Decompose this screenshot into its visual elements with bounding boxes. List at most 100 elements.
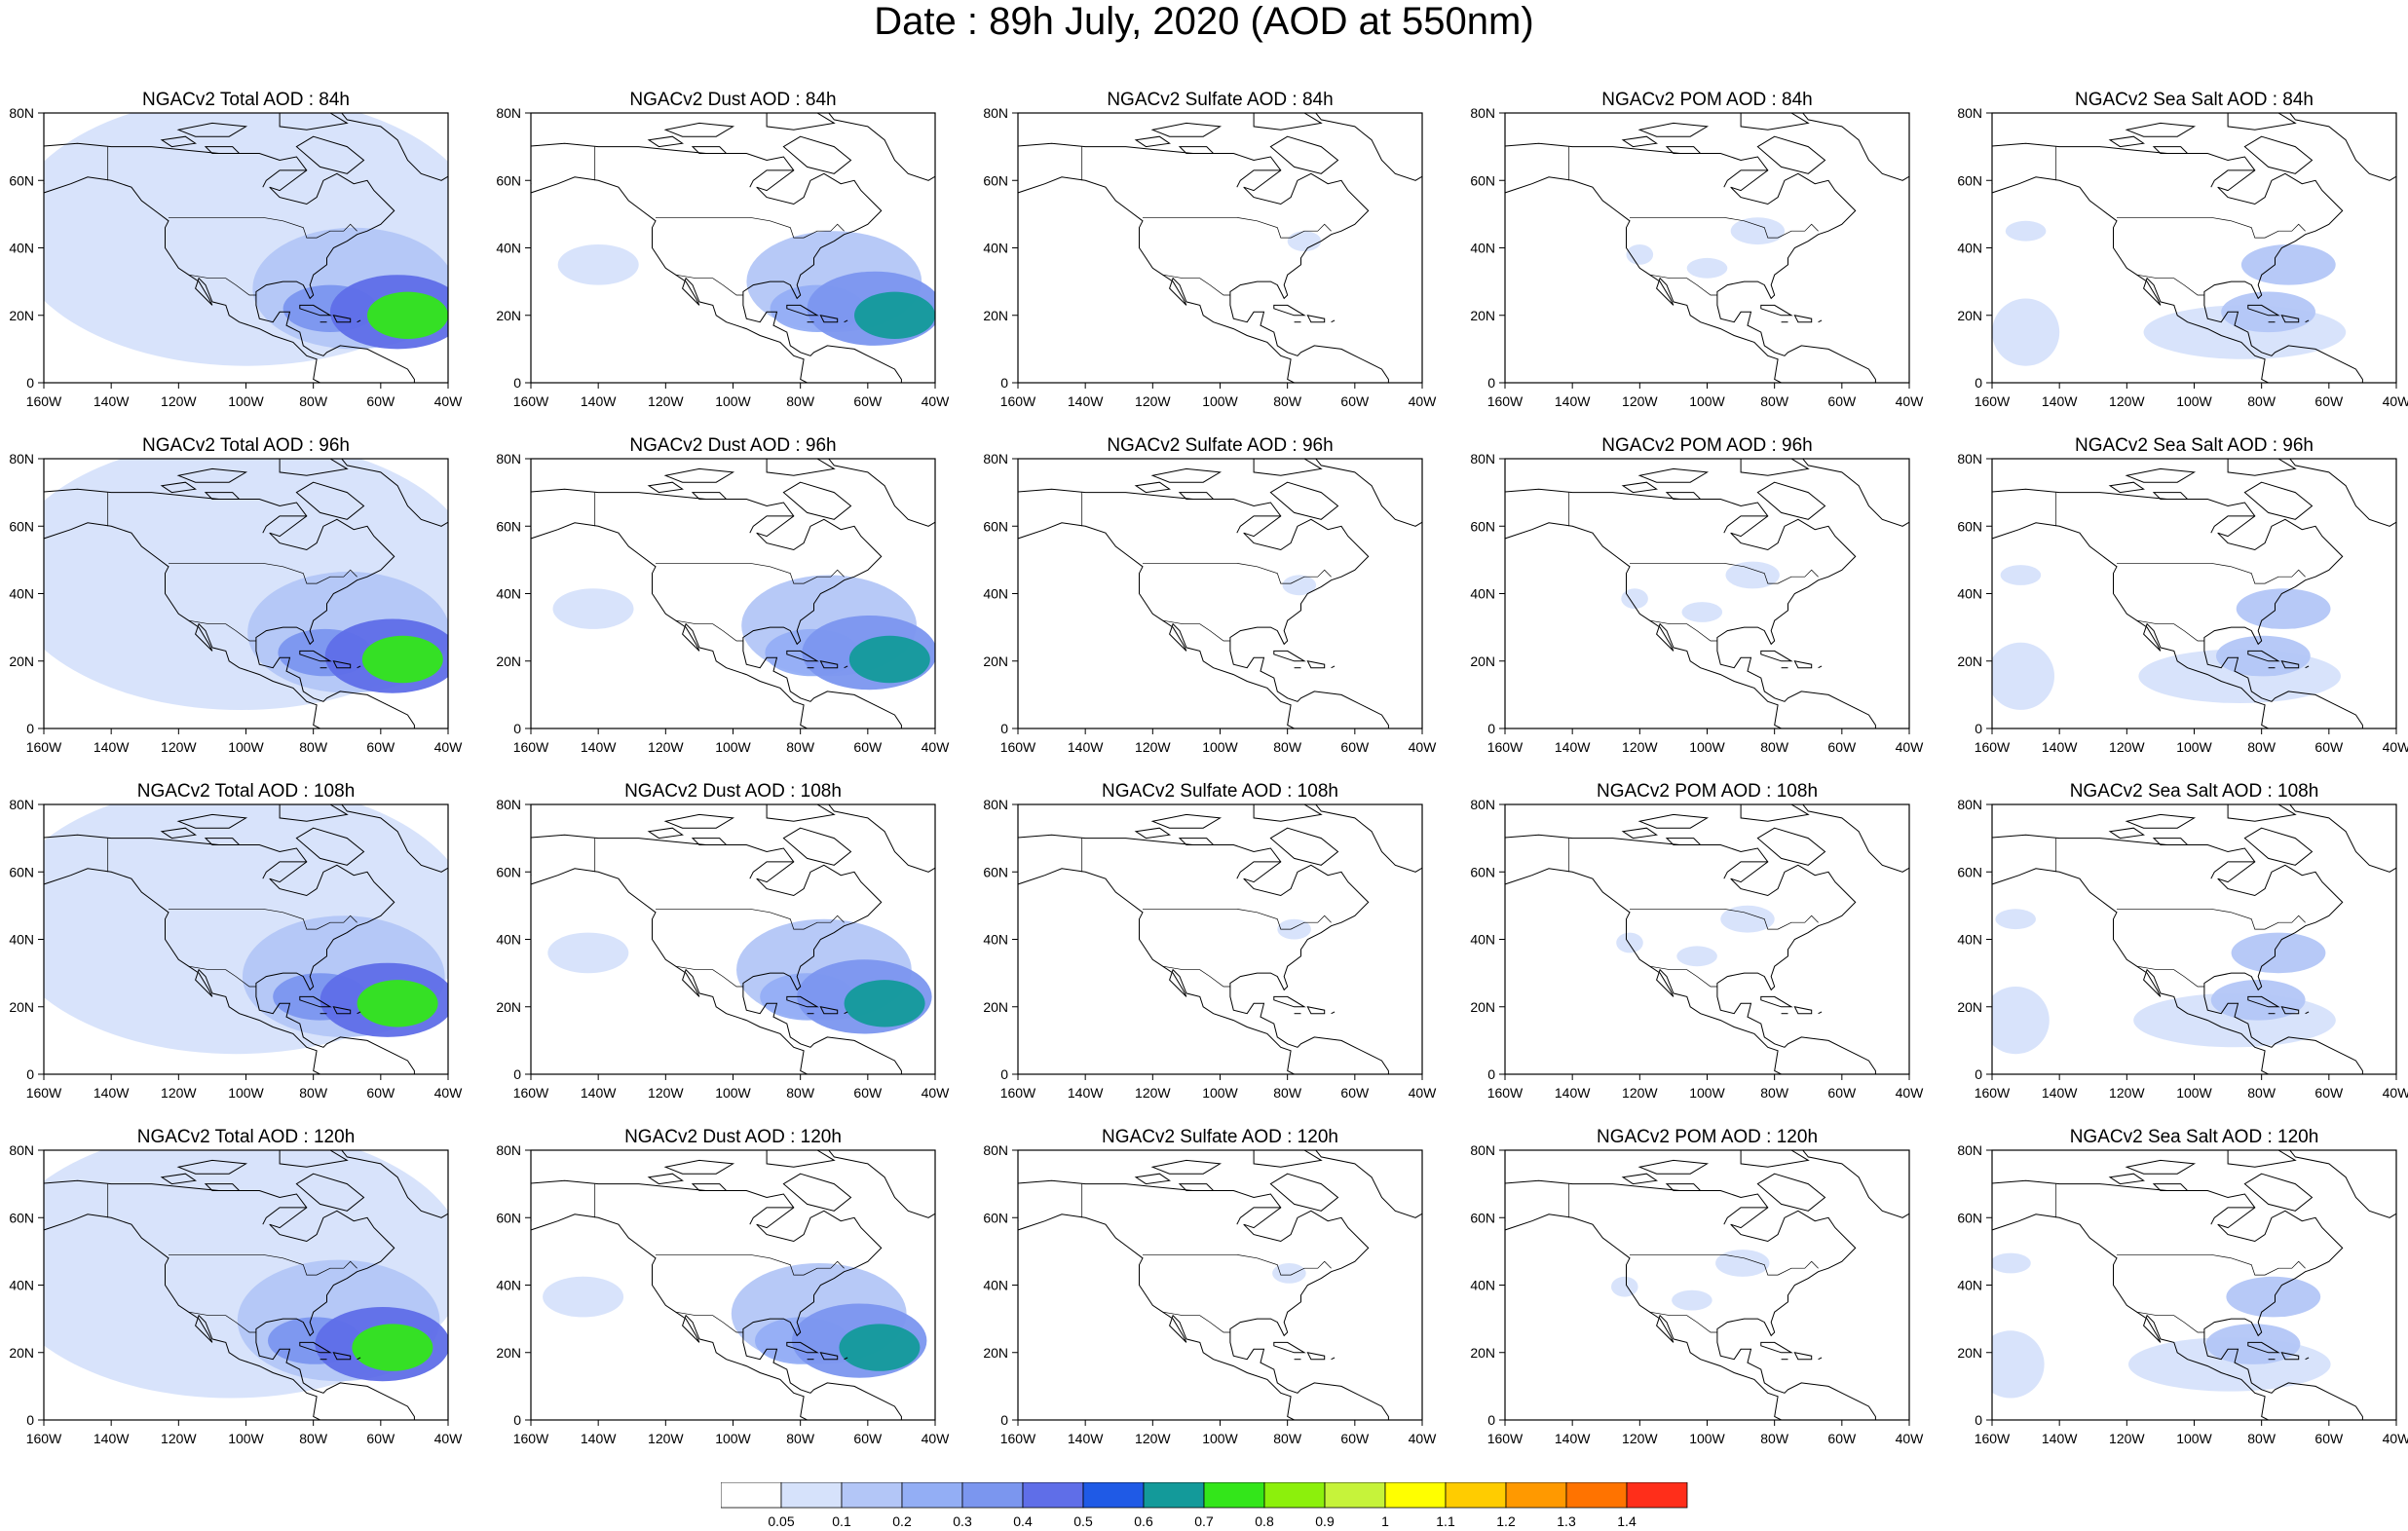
y-tick-label: 20N [9,999,34,1015]
aod-map: 160W 140W 120W 100W 80W 60W 40W 80N 60N 40N 20N 0 [1957,1142,2408,1446]
y-tick-label: 40N [983,241,1008,256]
x-tick-label: 160W [513,393,549,409]
x-tick-label: 120W [1135,1431,1171,1446]
panel-title: NGACv2 Sulfate AOD : 108h [1102,781,1338,802]
colorbar-label: 0.1 [832,1513,851,1529]
y-tick-label: 20N [9,308,34,323]
x-tick-label: 140W [581,1085,617,1101]
y-tick-label: 0 [1975,1412,1982,1428]
colorbar-swatch [1384,1482,1447,1509]
aod-plume [1992,642,2054,710]
x-tick-label: 40W [1409,1085,1438,1101]
x-tick-label: 80W [299,1431,328,1446]
x-tick-label: 40W [922,1085,951,1101]
x-tick-label: 140W [2042,1085,2078,1101]
coastline [531,1150,935,1420]
panel-title: NGACv2 POM AOD : 84h [1601,90,1813,110]
aod-plume [2210,980,2306,1021]
y-tick-label: 60N [1470,1210,1495,1225]
colorbar-swatch [1203,1482,1265,1509]
colorbar-label: 0.6 [1134,1513,1153,1529]
x-tick-label: 100W [715,1085,751,1101]
aod-plume [357,980,438,1027]
y-tick-label: 60N [983,172,1008,188]
aod-plume [547,932,629,974]
x-tick-label: 60W [366,1085,395,1101]
x-tick-label: 140W [1068,393,1104,409]
aod-plume [2236,588,2331,629]
x-tick-label: 100W [228,739,264,755]
aod-plume [1720,905,1775,933]
y-tick-label: 0 [1000,1412,1008,1428]
colorbar-label: 0.05 [768,1513,794,1529]
colorbar-swatch [721,1482,782,1509]
map-panel-sulfate-4: NGACv2 Sulfate AOD : 120h 160W 140W 120W 100… [974,1127,1461,1463]
aod-plume [1992,987,2050,1055]
y-tick-label: 60N [1957,172,1982,188]
x-tick-label: 80W [299,739,328,755]
y-tick-label: 60N [1957,864,1982,879]
aod-map: 160W 140W 120W 100W 80W 60W 40W 80N 60N 40N 20N 0 [1470,1142,1924,1446]
x-tick-label: 40W [1896,393,1925,409]
y-tick-label: 0 [513,1412,521,1428]
colorbar-swatch [780,1482,843,1509]
y-tick-label: 60N [9,864,34,879]
x-tick-label: 140W [1068,739,1104,755]
aod-plume [1681,602,1723,622]
y-tick-label: 0 [1975,375,1982,391]
y-tick-label: 20N [983,308,1008,323]
x-tick-label: 120W [1622,1431,1658,1446]
y-tick-label: 0 [513,1066,521,1082]
coastline [531,113,935,383]
panel-title: NGACv2 POM AOD : 108h [1596,781,1819,802]
x-tick-label: 80W [1273,739,1302,755]
map-panel-seasalt-1: NGACv2 Sea Salt AOD : 84h 160W 140W 120W 100… [1948,90,2408,426]
y-tick-label: 0 [513,721,521,736]
x-tick-label: 60W [2314,393,2344,409]
map-panel-dust-1: NGACv2 Dust AOD : 84h 160W 140W 120W 100W 80W… [487,90,974,426]
x-tick-label: 40W [1409,393,1438,409]
x-tick-label: 120W [161,739,197,755]
x-tick-label: 140W [2042,739,2078,755]
aod-map: 160W 140W 120W 100W 80W 60W 40W 80N 60N 40N 20N 0 [983,105,1438,409]
x-tick-label: 160W [1975,1085,2011,1101]
x-tick-label: 60W [2314,1431,2344,1446]
aod-map: 160W 140W 120W 100W 80W 60W 40W 80N 60N 40N 20N 0 [983,1142,1437,1446]
x-tick-label: 40W [434,1431,464,1446]
x-tick-label: 80W [299,1085,328,1101]
map-panel-dust-4: NGACv2 Dust AOD : 120h 160W 140W 120W 100W 80… [487,1127,974,1463]
y-tick-label: 20N [983,653,1008,669]
y-tick-label: 0 [26,1412,34,1428]
x-tick-label: 120W [2109,739,2145,755]
x-tick-label: 160W [1487,1085,1524,1101]
colorbar-label: 1.1 [1436,1513,1455,1529]
coastline [531,459,935,728]
colorbar-label: 1.2 [1496,1513,1516,1529]
y-tick-label: 0 [26,1066,34,1082]
x-tick-label: 40W [922,393,951,409]
aod-plume [1992,1252,2031,1274]
x-tick-label: 140W [1555,393,1591,409]
y-tick-label: 40N [1957,932,1982,948]
x-tick-label: 40W [434,393,464,409]
y-tick-label: 20N [1470,653,1495,669]
y-tick-label: 20N [1470,308,1495,323]
panel-title: NGACv2 Sulfate AOD : 120h [1102,1127,1338,1147]
x-tick-label: 140W [581,739,617,755]
y-tick-label: 20N [9,1345,34,1361]
aod-map: 160W 140W 120W 100W 80W 60W 40W 80N 60N 40N 20N 0 [983,451,1437,755]
aod-plume [1715,1250,1770,1277]
colorbar-label: 0.2 [892,1513,912,1529]
x-tick-label: 100W [228,1431,264,1446]
y-tick-label: 0 [26,721,34,736]
aod-plume [1992,298,2060,366]
x-tick-label: 160W [1975,739,2011,755]
aod-map: 160W 140W 120W 100W 80W 60W 40W 80N 60N 40N 20N 0 [1957,105,2408,409]
x-tick-label: 60W [366,739,395,755]
map-panel-pom-2: NGACv2 POM AOD : 96h 160W 140W 120W 100W 80W 6… [1461,435,1948,771]
x-tick-label: 100W [228,393,264,409]
coastline [44,459,448,728]
x-tick-label: 40W [2383,1431,2408,1446]
x-tick-label: 80W [1273,393,1302,409]
y-tick-label: 0 [1975,721,1982,736]
